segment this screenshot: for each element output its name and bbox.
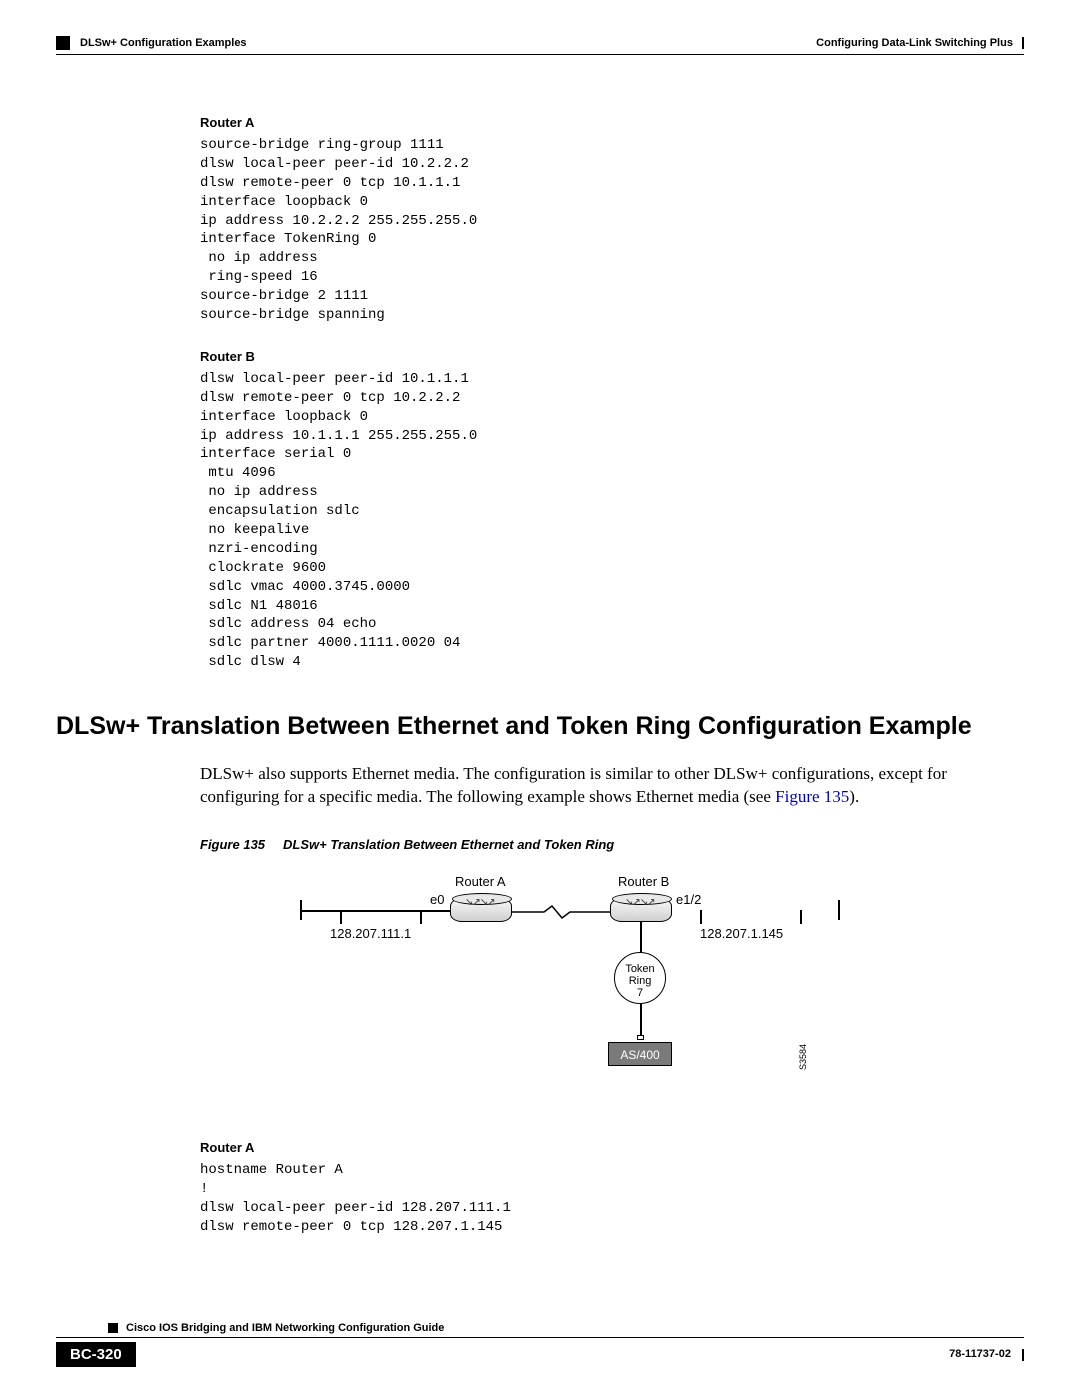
page-number-badge: BC-320 bbox=[56, 1342, 136, 1367]
body-paragraph: DLSw+ also supports Ethernet media. The … bbox=[200, 763, 1024, 809]
router-a-icon: ↘↗↘↗ bbox=[450, 898, 516, 932]
page-header: DLSw+ Configuration Examples Configuring… bbox=[56, 36, 1024, 50]
as400-label: AS/400 bbox=[620, 1048, 659, 1062]
ip-a-label: 128.207.111.1 bbox=[330, 926, 411, 941]
doc-number: 78-11737-02 bbox=[949, 1348, 1011, 1360]
router-a-code-1: source-bridge ring-group 1111 dlsw local… bbox=[200, 136, 1024, 325]
figure-title: DLSw+ Translation Between Ethernet and T… bbox=[283, 837, 614, 852]
footer-guide: Cisco IOS Bridging and IBM Networking Co… bbox=[126, 1322, 444, 1334]
figure-link[interactable]: Figure 135 bbox=[775, 787, 849, 806]
router-a-label-2: Router A bbox=[200, 1140, 1024, 1155]
router-b-text: Router B bbox=[618, 874, 669, 889]
e0-label: e0 bbox=[430, 892, 444, 907]
page-footer: Cisco IOS Bridging and IBM Networking Co… bbox=[56, 1322, 1024, 1367]
router-a-text: Router A bbox=[455, 874, 506, 889]
body-text-2: ). bbox=[849, 787, 859, 806]
header-left-text: DLSw+ Configuration Examples bbox=[80, 37, 247, 49]
figure-number: Figure 135 bbox=[200, 837, 265, 852]
router-a-code-2: hostname Router A ! dlsw local-peer peer… bbox=[200, 1161, 1024, 1237]
e12-label: e1/2 bbox=[676, 892, 701, 907]
header-marker bbox=[56, 36, 70, 50]
wan-link-icon bbox=[512, 904, 610, 920]
router-a-label-1: Router A bbox=[200, 115, 1024, 130]
network-diagram: ↘↗↘↗ Router A e0 128.207.111.1 ↘↗↘↗ Rout… bbox=[300, 870, 860, 1110]
figure-sideid: S3584 bbox=[798, 1044, 808, 1070]
section-heading: DLSw+ Translation Between Ethernet and T… bbox=[56, 712, 1024, 741]
router-b-code: dlsw local-peer peer-id 10.1.1.1 dlsw re… bbox=[200, 370, 1024, 672]
footer-marker bbox=[108, 1323, 118, 1333]
token-ring-icon: Token Ring 7 bbox=[614, 952, 666, 1004]
as400-box: AS/400 bbox=[608, 1042, 672, 1066]
router-b-label: Router B bbox=[200, 349, 1024, 364]
router-b-icon: ↘↗↘↗ bbox=[610, 898, 676, 932]
header-right-text: Configuring Data-Link Switching Plus bbox=[816, 37, 1013, 49]
figure-caption: Figure 135 DLSw+ Translation Between Ethe… bbox=[200, 837, 1024, 852]
token-ring-label: Token Ring 7 bbox=[625, 963, 654, 999]
ip-b-label: 128.207.1.145 bbox=[700, 926, 783, 941]
